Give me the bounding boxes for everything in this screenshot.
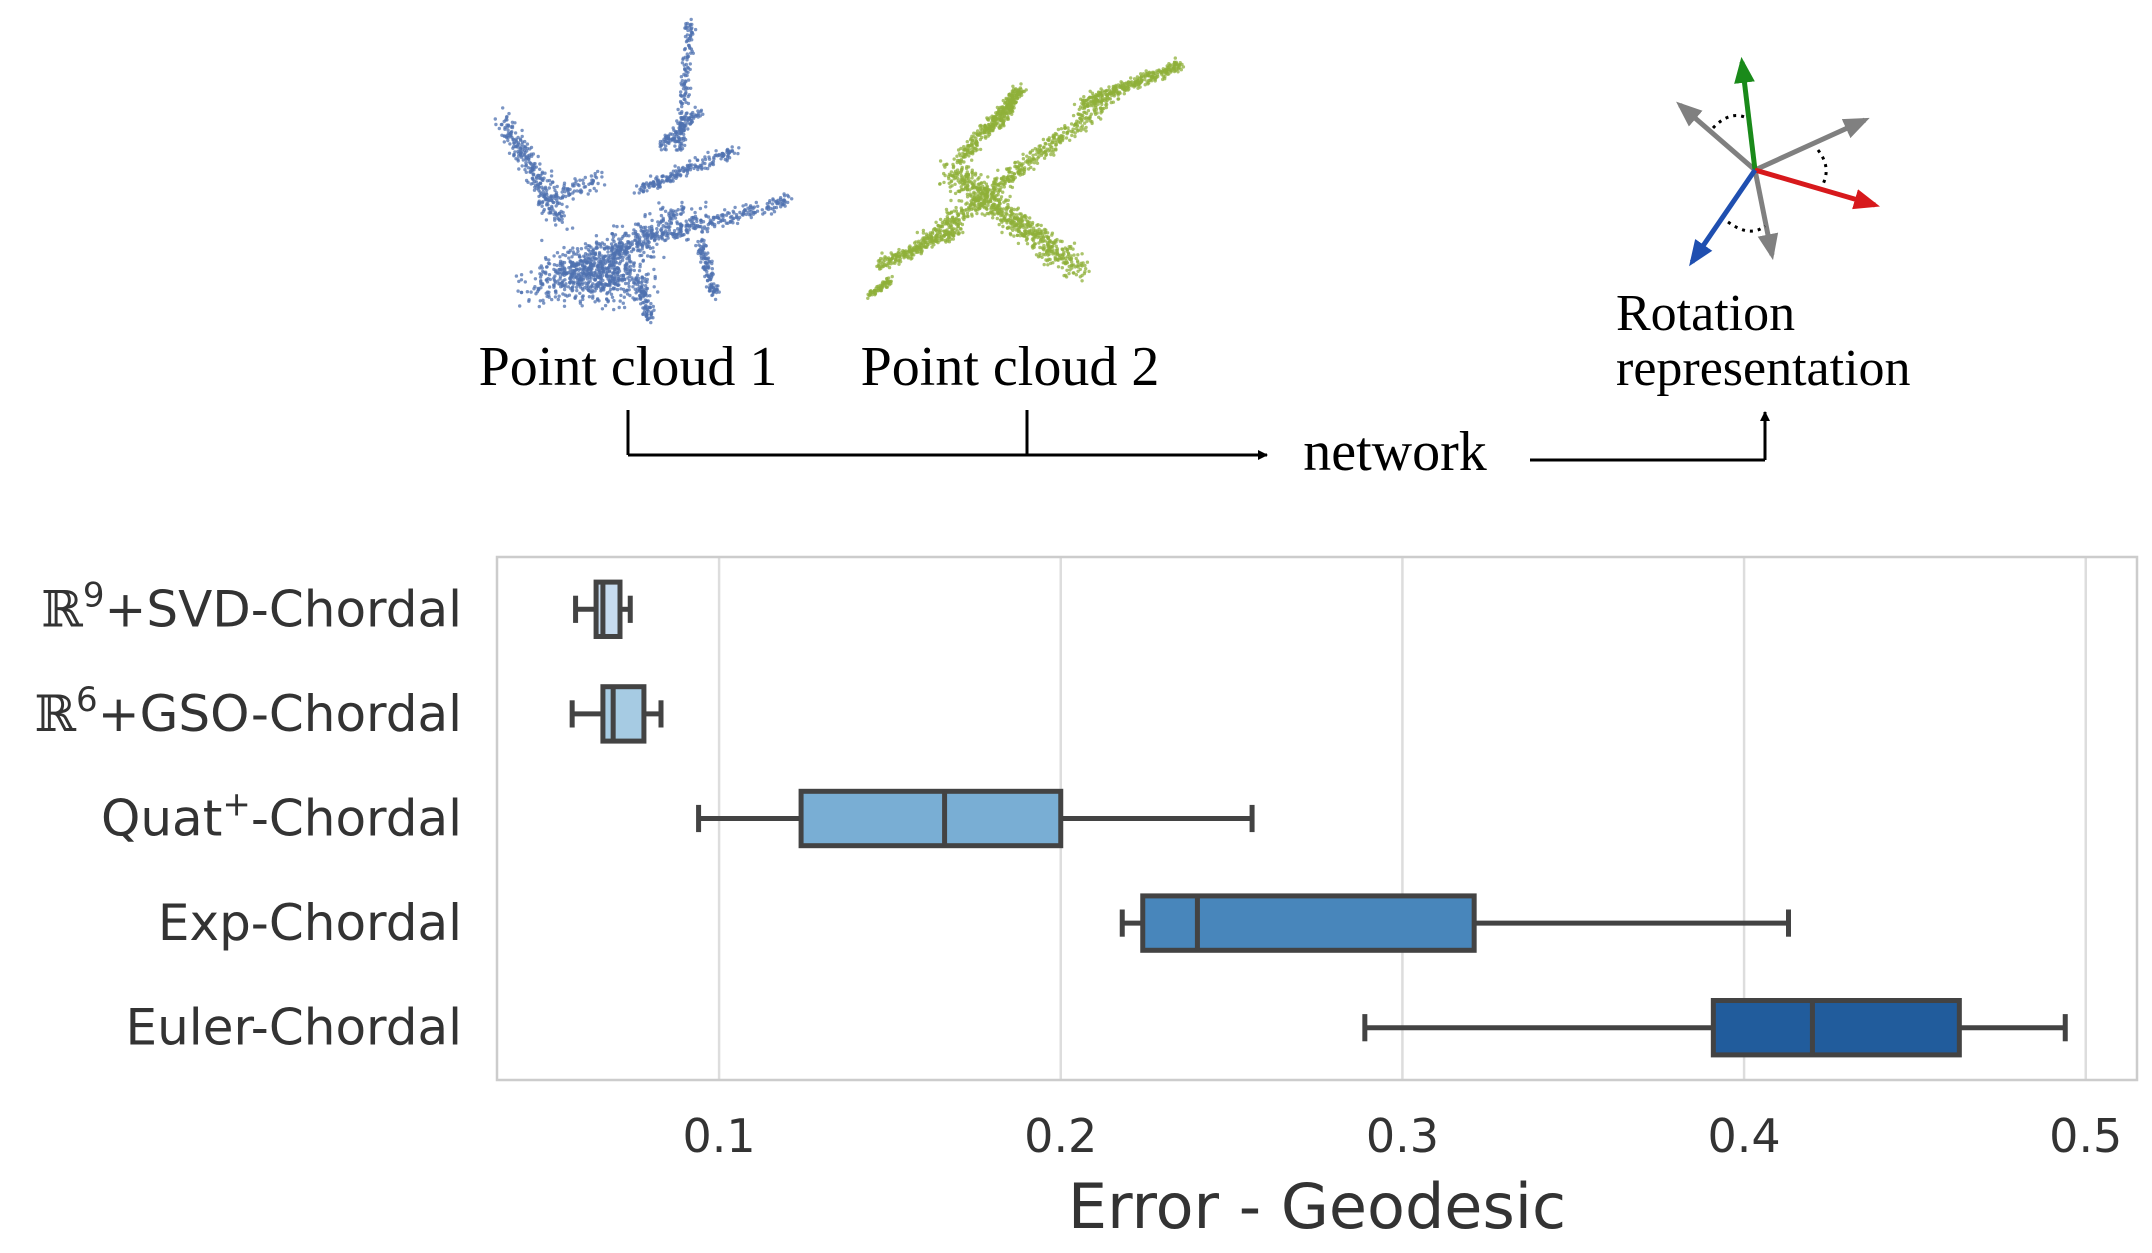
- rotated-z-arrow: [1752, 169, 1779, 261]
- x-tick-label: 0.3: [1366, 1109, 1439, 1163]
- axis-z-arrow: [1689, 168, 1758, 267]
- box-5: [1362, 998, 2068, 1058]
- point-cloud-2-label: Point cloud 2: [861, 336, 1160, 398]
- category-base: Quat: [101, 790, 222, 848]
- x-tick-label: 0.5: [2049, 1109, 2122, 1163]
- plot-frame: [495, 555, 2139, 1082]
- rotation-angle-arc: [1816, 149, 1828, 187]
- box-4: [1119, 893, 1791, 953]
- category-rest: +SVD-Chordal: [104, 580, 462, 638]
- rotated-y-arrow: [1676, 101, 1757, 172]
- boxes: [569, 579, 2068, 1058]
- category-superscript: 9: [83, 575, 105, 615]
- rotation-angle-arc: [1711, 114, 1748, 130]
- x-tick-label: 0.1: [683, 1109, 756, 1163]
- category-superscript: 6: [76, 680, 98, 720]
- rotation-label-line1: Rotation: [1616, 285, 1795, 342]
- category-rest: -Chordal: [251, 790, 462, 848]
- category-base: ℝ: [34, 685, 76, 743]
- iqr-box: [593, 579, 623, 639]
- box-1: [573, 579, 633, 639]
- y-category-label: Exp-Chordal: [158, 894, 462, 952]
- x-axis-label: Error - Geodesic: [1068, 1170, 1566, 1243]
- y-category-labels: ℝ9+SVD-Chordalℝ6+GSO-ChordalQuat+-Chorda…: [34, 575, 462, 1056]
- category-rest: +GSO-Chordal: [98, 685, 462, 743]
- iqr-box: [1710, 998, 1962, 1058]
- rotated-x-arrow: [1753, 117, 1870, 173]
- point-cloud-1-airplane: [493, 17, 794, 325]
- boxplot-chart: 0.1 0.2 0.3 0.4 0.5 ℝ9+SVD-Chordalℝ6+GSO-Cho…: [34, 555, 2139, 1243]
- y-category-label: ℝ9+SVD-Chordal: [41, 575, 462, 638]
- point-cloud-1-label: Point cloud 1: [479, 336, 778, 398]
- category-base: Exp-Chordal: [158, 894, 462, 952]
- axis-y-arrow: [1734, 56, 1758, 171]
- box-3: [696, 788, 1255, 849]
- y-category-label: Euler-Chordal: [126, 999, 462, 1057]
- y-category-label: ℝ6+GSO-Chordal: [34, 680, 462, 743]
- x-tick-label: 0.4: [1708, 1109, 1781, 1163]
- iqr-box: [798, 788, 1064, 849]
- output-connector: [1530, 411, 1770, 462]
- iqr-box: [1140, 893, 1477, 953]
- rotation-axes-icon: [1676, 56, 1880, 267]
- x-tick-label: 0.2: [1024, 1109, 1097, 1163]
- category-superscript: +: [222, 785, 251, 825]
- x-tick-labels: 0.1 0.2 0.3 0.4 0.5: [683, 1109, 2123, 1163]
- category-base: Euler-Chordal: [126, 999, 462, 1057]
- category-base: ℝ: [41, 580, 83, 638]
- rotation-label-line2: representation: [1616, 340, 1911, 397]
- iqr-box: [600, 684, 647, 744]
- axis-x-arrow: [1754, 167, 1880, 210]
- rotation-angle-arc: [1727, 220, 1766, 233]
- flow-connector: [626, 410, 1268, 460]
- point-cloud-2-airplane: [866, 56, 1186, 300]
- box-2: [569, 684, 664, 744]
- y-category-label: Quat+-Chordal: [101, 785, 462, 848]
- pipeline-diagram: Point cloud 1 Point cloud 2 network Rota…: [479, 17, 1911, 483]
- network-label: network: [1303, 421, 1487, 483]
